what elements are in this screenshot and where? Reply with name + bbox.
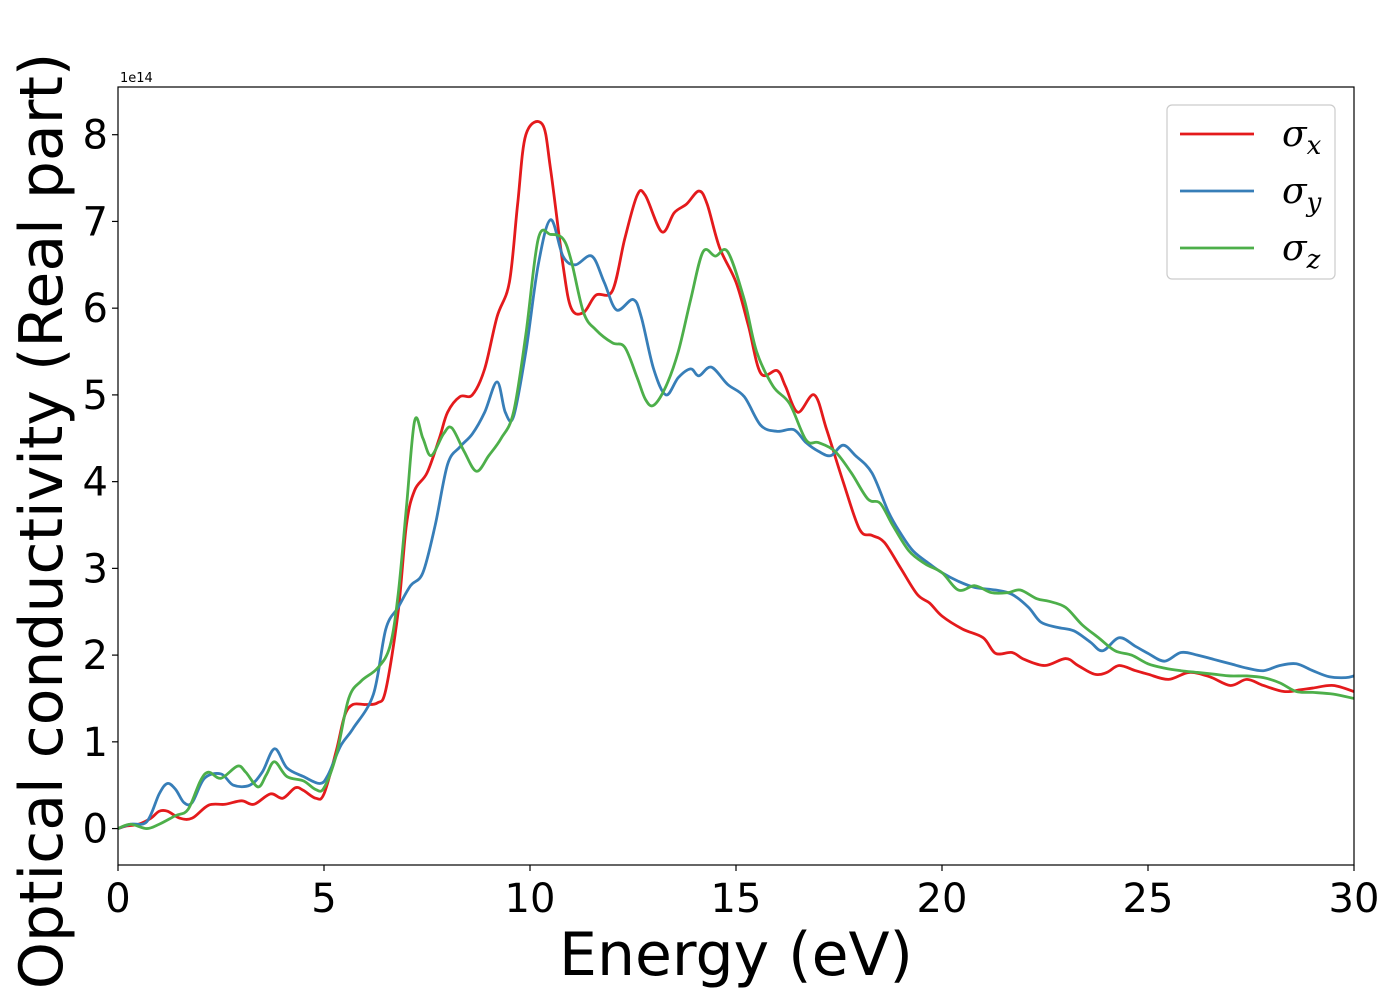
- y-tick-label: 5: [83, 373, 108, 419]
- series-line-z: [118, 228, 1354, 830]
- x-tick-label: 15: [711, 876, 762, 922]
- legend-label-x: σx: [1282, 114, 1322, 161]
- y-tick-label: 4: [83, 460, 108, 506]
- series-line-x: [118, 120, 1354, 830]
- y-tick-label: 8: [83, 113, 108, 159]
- y-tick-label: 7: [83, 199, 108, 245]
- x-axis: 0 5 10 15 20 25 30: [105, 865, 1379, 922]
- x-tick-label: 10: [505, 876, 556, 922]
- series-layer: [118, 120, 1354, 830]
- x-tick-label: 5: [311, 876, 336, 922]
- y-tick-label: 3: [83, 546, 108, 592]
- x-tick-label: 0: [105, 876, 130, 922]
- y-tick-label: 0: [83, 807, 108, 853]
- y-axis-title: Optical conductivity (Real part): [7, 53, 77, 990]
- y-tick-label: 2: [83, 633, 108, 679]
- legend-label-z: σz: [1282, 228, 1321, 275]
- y-tick-label: 1: [83, 720, 108, 766]
- legend: σx σy σz: [1166, 104, 1336, 280]
- series-line-y: [118, 218, 1354, 830]
- legend-label-y: σy: [1282, 171, 1322, 218]
- y-axis: 0 1 2 3 4 5 6 7 8: [83, 113, 118, 853]
- x-tick-label: 25: [1123, 876, 1174, 922]
- x-axis-title: Energy (eV): [559, 920, 913, 990]
- y-tick-label: 6: [83, 286, 108, 332]
- x-tick-label: 20: [917, 876, 968, 922]
- x-tick-label: 30: [1329, 876, 1380, 922]
- y-offset-label: 1e14: [120, 71, 153, 86]
